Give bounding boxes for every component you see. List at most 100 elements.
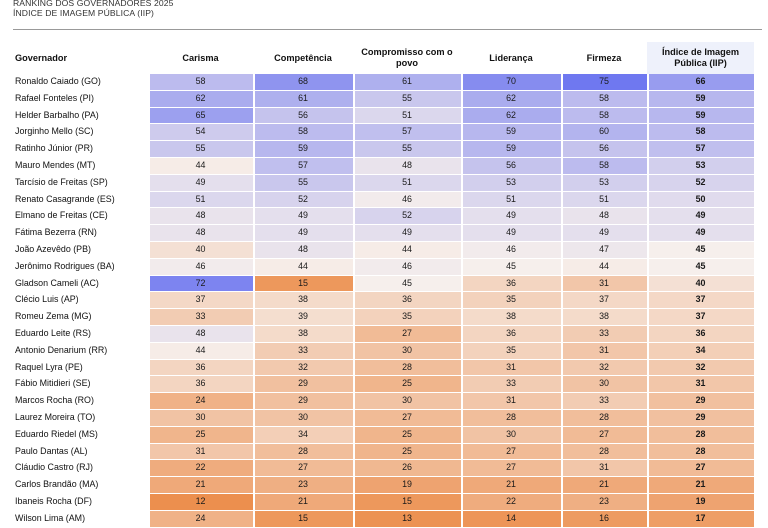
cell-carisma: 22 [148, 459, 253, 478]
cell-firmeza: 31 [561, 275, 647, 293]
cell-iip: 28 [647, 443, 754, 461]
cell-lideranca: 38 [461, 308, 561, 326]
table-row: Mauro Mendes (MT) 44 57 48 56 58 53 [13, 157, 754, 175]
column-header-firmeza: Firmeza [586, 52, 622, 63]
cell-lideranca: 36 [461, 325, 561, 343]
cell-firmeza: 48 [561, 207, 647, 226]
cell-firmeza: 31 [561, 342, 647, 360]
cell-iip: 49 [647, 224, 754, 242]
chart-title: RANKING DOS GOVERNADORES 2025 [13, 0, 174, 8]
cell-firmeza: 56 [561, 140, 647, 158]
governor-name: Laurez Moreira (TO) [13, 409, 148, 427]
cell-iip: 40 [647, 275, 754, 293]
cell-carisma: 55 [148, 140, 253, 158]
table-row: Fábio Mitidieri (SE) 36 29 25 33 30 31 [13, 375, 754, 394]
cell-compromisso: 28 [353, 359, 461, 377]
cell-compromisso: 15 [353, 493, 461, 511]
cell-competencia: 48 [253, 241, 353, 259]
cell-compromisso: 27 [353, 325, 461, 343]
cell-carisma: 65 [148, 107, 253, 125]
ranking-table: Governador Carisma Competência Compromis… [13, 42, 754, 528]
cell-compromisso: 27 [353, 409, 461, 427]
table-row: Ibaneis Rocha (DF) 12 21 15 22 23 19 [13, 493, 754, 511]
governor-name: Ratinho Júnior (PR) [13, 140, 148, 158]
table-row: Eduardo Leite (RS) 48 38 27 36 33 36 [13, 325, 754, 343]
cell-firmeza: 53 [561, 174, 647, 192]
cell-carisma: 72 [148, 275, 253, 293]
cell-competencia: 38 [253, 291, 353, 310]
cell-competencia: 29 [253, 392, 353, 410]
cell-compromisso: 49 [353, 224, 461, 242]
cell-competencia: 33 [253, 342, 353, 360]
cell-compromisso: 52 [353, 207, 461, 226]
cell-lideranca: 49 [461, 207, 561, 226]
cell-iip: 59 [647, 90, 754, 108]
cell-carisma: 24 [148, 392, 253, 410]
cell-firmeza: 37 [561, 291, 647, 310]
governor-name: João Azevêdo (PB) [13, 241, 148, 259]
cell-iip: 29 [647, 409, 754, 427]
title-block: RANKING DOS GOVERNADORES 2025 ÍNDICE DE … [13, 0, 174, 18]
cell-iip: 19 [647, 493, 754, 511]
cell-iip: 17 [647, 510, 754, 528]
cell-firmeza: 47 [561, 241, 647, 259]
cell-firmeza: 58 [561, 90, 647, 108]
cell-firmeza: 38 [561, 308, 647, 326]
column-header-lideranca: Liderança [489, 52, 533, 63]
cell-compromisso: 48 [353, 157, 461, 175]
cell-iip: 31 [647, 375, 754, 394]
cell-competencia: 68 [253, 74, 353, 91]
cell-lideranca: 31 [461, 359, 561, 377]
cell-carisma: 33 [148, 308, 253, 326]
cell-lideranca: 70 [461, 74, 561, 91]
cell-carisma: 31 [148, 443, 253, 461]
cell-carisma: 24 [148, 510, 253, 528]
cell-firmeza: 75 [561, 74, 647, 91]
column-header-competencia: Competência [274, 52, 332, 63]
cell-lideranca: 51 [461, 191, 561, 209]
cell-iip: 59 [647, 107, 754, 125]
cell-competencia: 21 [253, 493, 353, 511]
cell-lideranca: 45 [461, 258, 561, 276]
column-header-carisma: Carisma [182, 52, 219, 63]
table-row: Wilson Lima (AM) 24 15 13 14 16 17 [13, 510, 754, 528]
cell-compromisso: 45 [353, 275, 461, 293]
table-row: Fátima Bezerra (RN) 48 49 49 49 49 49 [13, 224, 754, 242]
cell-iip: 37 [647, 291, 754, 310]
cell-carisma: 30 [148, 409, 253, 427]
governor-name: Ronaldo Caiado (GO) [13, 74, 148, 91]
cell-lideranca: 59 [461, 140, 561, 158]
cell-lideranca: 22 [461, 493, 561, 511]
cell-carisma: 49 [148, 174, 253, 192]
cell-competencia: 27 [253, 459, 353, 478]
cell-compromisso: 30 [353, 342, 461, 360]
table-row: Carlos Brandão (MA) 21 23 19 21 21 21 [13, 476, 754, 494]
cell-firmeza: 60 [561, 123, 647, 142]
governor-name: Tarcísio de Freitas (SP) [13, 174, 148, 192]
cell-competencia: 29 [253, 375, 353, 394]
cell-carisma: 12 [148, 493, 253, 511]
cell-firmeza: 44 [561, 258, 647, 276]
governor-name: Ibaneis Rocha (DF) [13, 493, 148, 511]
cell-firmeza: 33 [561, 392, 647, 410]
cell-carisma: 21 [148, 476, 253, 494]
governor-name: Mauro Mendes (MT) [13, 157, 148, 175]
cell-iip: 45 [647, 241, 754, 259]
governor-name: Fábio Mitidieri (SE) [13, 375, 148, 394]
cell-compromisso: 30 [353, 392, 461, 410]
governor-name: Fátima Bezerra (RN) [13, 224, 148, 242]
governor-name: Gladson Cameli (AC) [13, 275, 148, 293]
cell-carisma: 40 [148, 241, 253, 259]
governor-name: Jorginho Mello (SC) [13, 123, 148, 142]
cell-lideranca: 53 [461, 174, 561, 192]
governor-name: Elmano de Freitas (CE) [13, 207, 148, 226]
cell-competencia: 58 [253, 123, 353, 142]
cell-lideranca: 35 [461, 291, 561, 310]
cell-iip: 37 [647, 308, 754, 326]
table-row: Laurez Moreira (TO) 30 30 27 28 28 29 [13, 409, 754, 427]
cell-competencia: 61 [253, 90, 353, 108]
cell-competencia: 49 [253, 224, 353, 242]
cell-firmeza: 32 [561, 359, 647, 377]
governor-name: Renato Casagrande (ES) [13, 191, 148, 209]
cell-compromisso: 46 [353, 258, 461, 276]
